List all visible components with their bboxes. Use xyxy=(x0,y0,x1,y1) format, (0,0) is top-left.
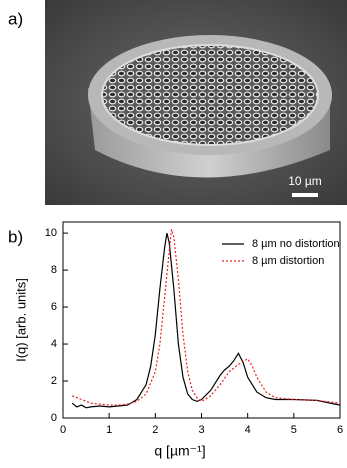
plot-frame xyxy=(62,221,341,419)
y-tick-label: 6 xyxy=(51,301,57,313)
x-axis-label: q [µm⁻¹] xyxy=(154,443,205,459)
panel-label: a) xyxy=(8,9,23,28)
x-tick-label: 2 xyxy=(152,424,158,436)
y-tick-label: 2 xyxy=(51,375,57,387)
scale-bar-label: 10 µm xyxy=(288,174,322,188)
y-axis-label: I(q) [arb. units] xyxy=(13,278,28,362)
x-tick-label: 6 xyxy=(337,424,343,436)
x-tick-label: 1 xyxy=(106,424,112,436)
x-tick-label: 5 xyxy=(291,424,297,436)
y-tick-label: 4 xyxy=(51,338,57,350)
sem-image xyxy=(45,0,347,205)
legend-label: 8 µm no distortion xyxy=(252,238,340,250)
y-tick-label: 8 xyxy=(51,264,57,276)
y-tick-label: 10 xyxy=(45,227,57,239)
line xyxy=(71,232,341,409)
panel-label: b) xyxy=(8,227,23,246)
x-tick-label: 3 xyxy=(198,424,204,436)
x-tick-label: 0 xyxy=(60,424,66,436)
legend-label: 8 µm distortion xyxy=(252,255,324,267)
x-tick-label: 4 xyxy=(245,424,251,436)
line xyxy=(71,229,341,406)
y-tick-label: 0 xyxy=(51,412,57,424)
